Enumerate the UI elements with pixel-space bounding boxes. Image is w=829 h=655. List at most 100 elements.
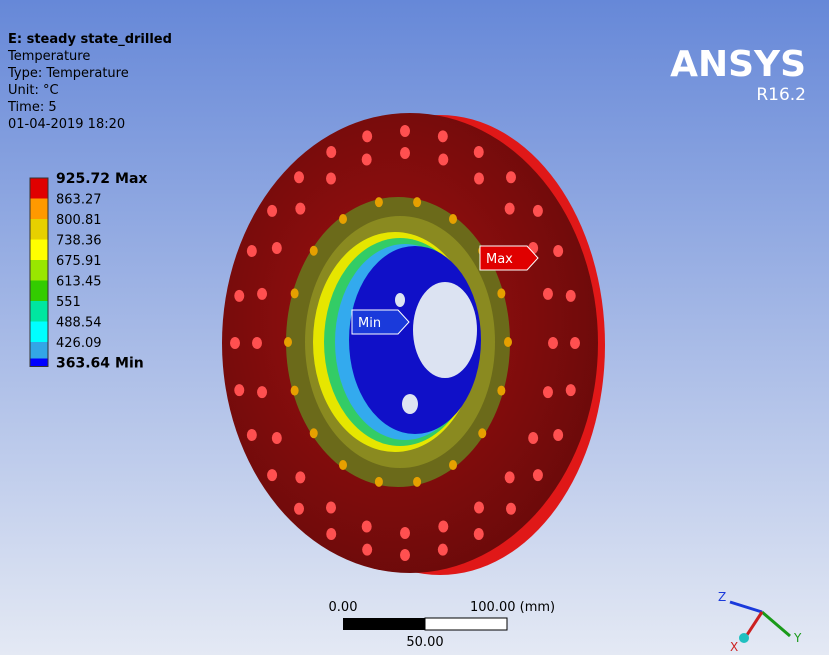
drill-hole (533, 205, 543, 217)
bolt-hole (402, 394, 418, 414)
legend-label: 675.91 (56, 254, 102, 269)
drill-hole (247, 245, 257, 257)
drill-hole (294, 171, 304, 183)
drill-hole (438, 153, 448, 165)
logo: ANSYS (670, 44, 806, 85)
info-line: 01-04-2019 18:20 (8, 117, 125, 132)
drill-hole (257, 386, 267, 398)
legend-label: 925.72 (56, 171, 110, 187)
scale-segment (343, 618, 425, 630)
legend-label: 551 (56, 295, 81, 310)
drill-hole (438, 544, 448, 556)
info-line: Type: Temperature (7, 66, 129, 81)
drill-hole (474, 172, 484, 184)
drill-hole (505, 203, 515, 215)
legend-swatch (30, 219, 48, 240)
drill-hole (326, 528, 336, 540)
legend-label: 488.54 (56, 316, 102, 331)
drill-hole (570, 337, 580, 349)
drill-hole (400, 527, 410, 539)
legend-tag: Max (115, 171, 147, 187)
model (222, 113, 605, 575)
info-line: Unit: °C (8, 83, 59, 98)
drill-hole (474, 146, 484, 158)
probe-label: Max (486, 252, 513, 267)
drill-hole (505, 471, 515, 483)
legend-swatch (30, 240, 48, 261)
info-line: Time: 5 (7, 100, 57, 115)
drill-hole (566, 290, 576, 302)
scale-label: 100.00 (mm) (470, 600, 555, 615)
min-probe: Min (352, 310, 409, 334)
drill-hole (543, 386, 553, 398)
drill-hole (449, 460, 457, 470)
result-title: E: steady state_drilled (8, 32, 172, 47)
drill-hole (413, 477, 421, 487)
drill-hole (548, 337, 558, 349)
drill-hole (284, 337, 292, 347)
drill-hole (257, 288, 267, 300)
drill-hole (375, 477, 383, 487)
drill-hole (230, 337, 240, 349)
drill-hole (543, 288, 553, 300)
legend-tag: Min (115, 356, 144, 372)
probe-label: Min (358, 316, 381, 331)
drill-hole (272, 242, 282, 254)
drill-hole (294, 503, 304, 515)
drill-hole (474, 502, 484, 514)
drill-hole (497, 386, 505, 396)
drill-hole (267, 205, 277, 217)
bolt-hole (395, 293, 405, 307)
drill-hole (400, 147, 410, 159)
legend-label: 426.09 (56, 336, 102, 351)
drill-hole (438, 130, 448, 142)
drill-hole (291, 386, 299, 396)
legend-swatch (30, 199, 48, 220)
legend-label: 738.36 (56, 234, 102, 249)
drill-hole (339, 214, 347, 224)
drill-hole (497, 288, 505, 298)
drill-hole (326, 146, 336, 158)
drill-hole (295, 471, 305, 483)
drill-hole (339, 460, 347, 470)
drill-hole (247, 429, 257, 441)
legend-swatch (30, 359, 48, 367)
drill-hole (362, 521, 372, 533)
max-probe: Max (480, 246, 538, 270)
drill-hole (362, 130, 372, 142)
drill-hole (267, 469, 277, 481)
version: R16.2 (756, 85, 806, 105)
drill-hole (449, 214, 457, 224)
legend-swatch (30, 322, 48, 343)
drill-hole (326, 502, 336, 514)
drill-hole (400, 549, 410, 561)
scale-label: 50.00 (406, 635, 443, 650)
drill-hole (533, 469, 543, 481)
center-bore (413, 282, 477, 378)
drill-hole (474, 528, 484, 540)
drill-hole (362, 544, 372, 556)
triad-label: X (730, 640, 738, 654)
drill-hole (295, 203, 305, 215)
drill-hole (528, 432, 538, 444)
legend-swatch (30, 281, 48, 302)
legend-label: 800.81 (56, 213, 102, 228)
drill-hole (326, 172, 336, 184)
drill-hole (310, 428, 318, 438)
drill-hole (234, 290, 244, 302)
drill-hole (375, 197, 383, 207)
legend-label: 863.27 (56, 193, 102, 208)
legend-label: 363.64 (56, 356, 110, 372)
drill-hole (478, 428, 486, 438)
legend-label: 613.45 (56, 275, 102, 290)
drill-hole (234, 384, 244, 396)
viewport: Max Min E: steady state_drilled Temperat… (0, 0, 829, 655)
drill-hole (553, 429, 563, 441)
drill-hole (438, 521, 448, 533)
scale-label: 0.00 (329, 600, 358, 615)
drill-hole (566, 384, 576, 396)
triad-label: Y (793, 631, 802, 645)
legend-swatch (30, 178, 48, 199)
drill-hole (252, 337, 262, 349)
triad-label: Z (718, 590, 726, 604)
